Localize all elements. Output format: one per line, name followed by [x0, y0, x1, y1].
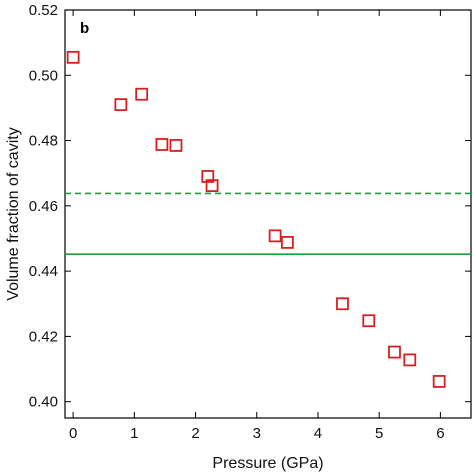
x-tick-label: 5 — [375, 425, 383, 442]
data-point-6 — [205, 179, 219, 193]
plot-frame — [64, 9, 472, 419]
data-point-8 — [280, 235, 294, 249]
data-point-13 — [432, 375, 446, 388]
y-axis-label: Volume fraction of cavity — [5, 127, 22, 300]
x-tick-label: 1 — [130, 425, 138, 442]
data-point-2 — [135, 87, 149, 101]
y-tick-label: 0.44 — [29, 263, 58, 280]
y-tick-label: 0.46 — [29, 198, 58, 215]
x-tick-label: 6 — [436, 425, 444, 442]
x-axis-label: Pressure (GPa) — [212, 455, 323, 472]
data-point-3 — [155, 138, 169, 151]
x-tick-label: 3 — [253, 425, 261, 442]
y-tick-label: 0.40 — [29, 394, 58, 411]
x-tick-label: 4 — [314, 425, 322, 442]
data-point-10 — [362, 314, 376, 328]
y-tick-label: 0.52 — [29, 2, 58, 19]
data-point-5 — [201, 170, 215, 183]
y-tick-label: 0.50 — [29, 67, 58, 84]
data-point-4 — [169, 139, 183, 152]
x-tick-label: 2 — [191, 425, 199, 442]
data-point-12 — [403, 353, 417, 367]
panel-label: b — [80, 20, 89, 37]
data-point-0 — [66, 50, 80, 64]
y-tick-label: 0.48 — [29, 133, 58, 150]
data-point-7 — [268, 229, 282, 243]
x-tick-label: 0 — [69, 425, 77, 442]
data-point-9 — [336, 297, 349, 311]
data-point-1 — [114, 98, 128, 112]
data-point-11 — [388, 345, 401, 359]
y-tick-label: 0.42 — [29, 328, 58, 345]
